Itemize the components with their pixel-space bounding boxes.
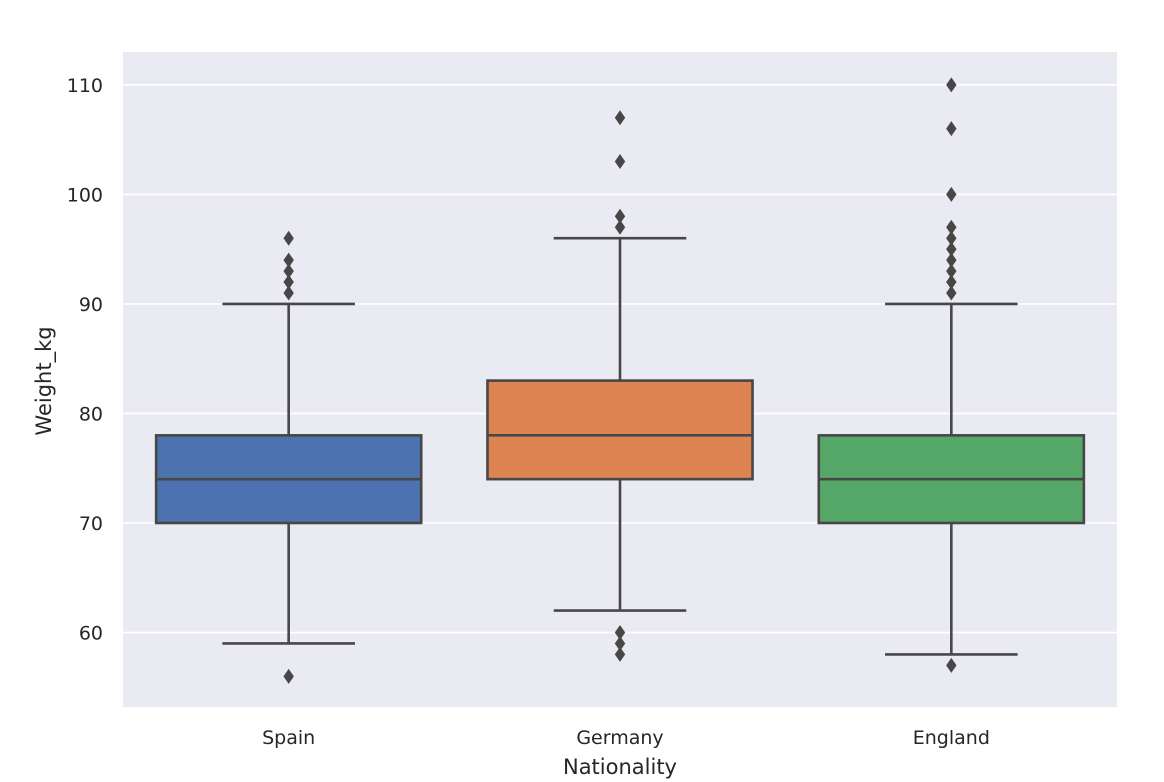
outlier-point	[946, 186, 957, 202]
iqr-box	[486, 379, 754, 481]
y-tick-label-90: 90	[79, 294, 103, 316]
outlier-point	[283, 274, 294, 290]
x-tick-label-england: England	[913, 727, 990, 749]
outlier-point	[283, 230, 294, 246]
outlier-point	[946, 274, 957, 290]
outlier-point	[946, 285, 957, 301]
x-axis-label: Nationality	[563, 755, 677, 779]
y-tick-label-70: 70	[79, 513, 103, 535]
outlier-point	[946, 657, 957, 673]
outlier-point	[614, 110, 626, 126]
x-tick-label-germany: Germany	[576, 727, 663, 749]
outlier-point	[614, 219, 626, 235]
outlier-point	[946, 219, 957, 235]
y-axis-label: Weight_kg	[32, 326, 57, 435]
outlier-point	[283, 252, 294, 268]
outlier-point	[946, 241, 957, 257]
y-tick-labels: 60 70 80 90 100 110	[67, 75, 103, 645]
outlier-point	[946, 252, 957, 268]
outlier-point	[283, 285, 294, 301]
outlier-point	[614, 646, 626, 662]
outlier-point	[614, 154, 626, 170]
outlier-point	[946, 77, 957, 93]
box-group-england	[817, 77, 1086, 673]
outlier-point	[946, 121, 957, 137]
outlier-point	[946, 263, 957, 279]
y-tick-label-80: 80	[79, 403, 103, 425]
outlier-point	[283, 668, 294, 684]
outlier-point	[614, 635, 626, 651]
outlier-point	[946, 230, 957, 246]
box-group-germany	[486, 110, 754, 662]
box-series	[154, 77, 1086, 684]
outlier-point	[614, 208, 626, 224]
x-tick-labels: Spain Germany England	[262, 727, 990, 749]
x-tick-label-spain: Spain	[262, 727, 315, 749]
box-group-spain	[154, 230, 423, 684]
outlier-point	[283, 263, 294, 279]
y-tick-label-100: 100	[67, 184, 103, 206]
y-tick-label-110: 110	[67, 75, 103, 97]
y-tick-label-60: 60	[79, 623, 103, 645]
outlier-point	[614, 625, 626, 641]
